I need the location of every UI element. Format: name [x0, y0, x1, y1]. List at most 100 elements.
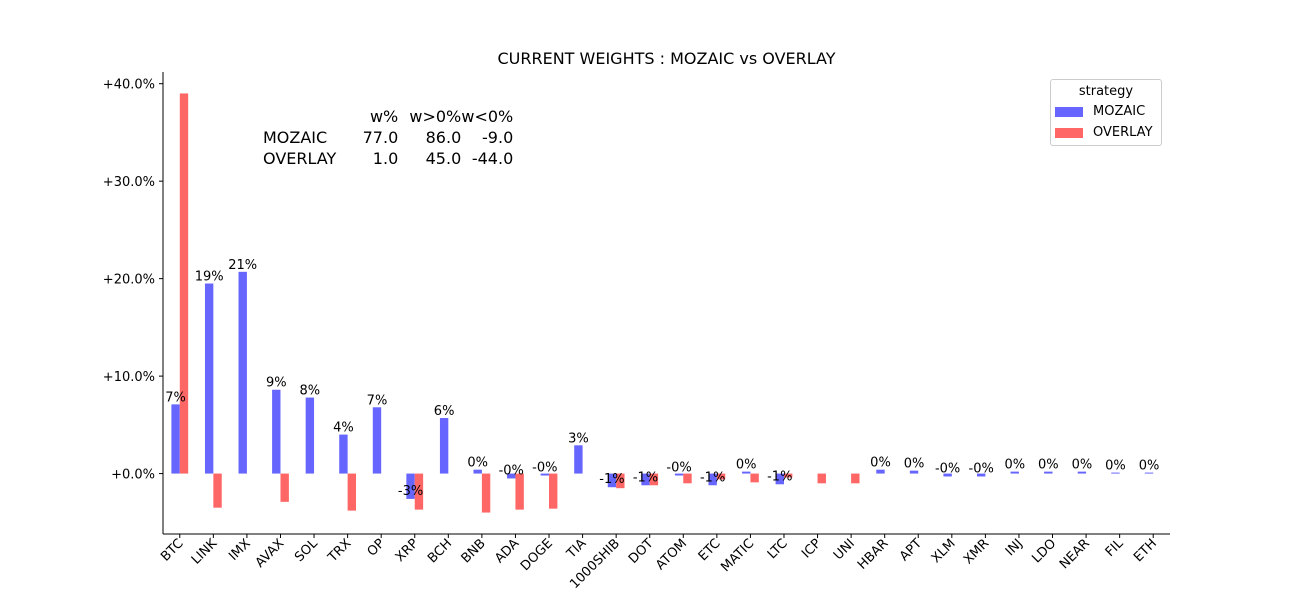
chart-title: CURRENT WEIGHTS : MOZAIC vs OVERLAY: [497, 49, 835, 68]
x-tick-label: ETC: [696, 536, 724, 564]
x-tick-label: BTC: [158, 536, 186, 564]
bar-overlay-ada: [515, 473, 524, 510]
data-label: 21%: [228, 258, 257, 273]
bar-mozaic-doge: [540, 473, 550, 476]
stats-cell: 86.0: [425, 128, 462, 147]
bar-mozaic-etc: [708, 473, 717, 486]
bar-mozaic-near: [1077, 471, 1087, 474]
bar-mozaic-btc: [171, 404, 180, 474]
stats-cell: 45.0: [425, 149, 462, 168]
bar-overlay-1000shib: [616, 473, 625, 489]
bar-overlay-link: [213, 473, 222, 508]
bar-mozaic-xlm: [943, 473, 952, 477]
bar-overlay-xrp: [414, 473, 424, 510]
data-label: 0%: [467, 456, 488, 471]
bar-mozaic-matic: [742, 471, 751, 474]
x-tick-label: SOL: [292, 536, 321, 565]
stats-col-header: w>0%: [409, 107, 462, 126]
bar-mozaic-op: [372, 407, 382, 474]
x-tick-label: BNB: [459, 536, 489, 566]
legend-title: strategy: [1078, 84, 1134, 99]
data-label: -0%: [532, 461, 557, 476]
x-tick-label: APT: [897, 536, 925, 564]
bar-mozaic-hbar: [876, 469, 885, 474]
data-label: -3%: [398, 484, 423, 499]
bar-mozaic-dot: [641, 473, 650, 486]
bar-mozaic-ldo: [1044, 471, 1053, 474]
stats-row-name: MOZAIC: [263, 128, 328, 147]
stats-cell: 77.0: [362, 128, 399, 147]
data-label: 7%: [165, 390, 186, 405]
stats-table: w% w>0% w<0% MOZAIC 77.0 86.0 -9.0 OVERL…: [263, 106, 513, 169]
x-tick-label: XLM: [929, 536, 959, 566]
x-tick-label: AVAX: [253, 536, 288, 571]
data-label: -1%: [767, 469, 792, 484]
data-label: 7%: [367, 393, 388, 408]
stats-header-row: w% w>0% w<0%: [263, 106, 513, 127]
bar-mozaic-bch: [439, 418, 449, 474]
bar-overlay-trx: [347, 473, 357, 511]
x-tick-label: TIA: [563, 536, 589, 562]
legend-label: MOZAIC: [1093, 104, 1146, 119]
legend: strategy MOZAIC OVERLAY: [1050, 79, 1162, 146]
x-tick-label: ADA: [492, 536, 522, 566]
x-tick-label: ICP: [799, 536, 824, 561]
x-tick-label: TRX: [325, 536, 355, 566]
x-tick-label: DOT: [626, 536, 657, 567]
data-label: -1%: [599, 472, 624, 487]
y-tick-label: +40.0%: [103, 78, 155, 93]
stats-row-name: OVERLAY: [263, 149, 337, 168]
stats-row: OVERLAY 1.0 45.0 -44.0: [263, 148, 513, 169]
bar-mozaic-avax: [272, 389, 281, 474]
x-tick-label: XMR: [961, 536, 992, 567]
bar-mozaic-inj: [1010, 471, 1019, 474]
data-label: 3%: [568, 431, 589, 446]
bar-mozaic-fil: [1111, 472, 1120, 474]
data-label: -0%: [499, 463, 524, 478]
legend-swatch: [1055, 127, 1083, 138]
data-label: 8%: [300, 384, 321, 399]
bar-overlay-avax: [280, 473, 289, 502]
bar-mozaic-sol: [305, 397, 315, 474]
data-label: 0%: [1139, 459, 1160, 474]
bar-mozaic-atom: [674, 473, 684, 476]
x-tick-label: LDO: [1029, 536, 1059, 566]
bar-mozaic-link: [204, 283, 214, 474]
data-label: 0%: [904, 457, 925, 472]
data-label: -0%: [969, 461, 994, 476]
x-tick-label: BCH: [425, 536, 455, 566]
data-label: 4%: [333, 421, 354, 436]
bar-mozaic-bnb: [473, 469, 482, 474]
data-label: -1%: [700, 470, 725, 485]
bar-mozaic-trx: [339, 434, 348, 474]
bar-overlay-bnb: [481, 473, 491, 513]
legend-label: OVERLAY: [1093, 125, 1153, 140]
bar-overlay-etc: [716, 473, 726, 480]
data-label: -1%: [633, 470, 658, 485]
x-tick-label: OP: [365, 536, 388, 559]
legend-item-overlay: OVERLAY: [1051, 122, 1161, 143]
data-label: 6%: [434, 404, 455, 419]
x-tick-label: INJ: [1003, 536, 1026, 559]
data-label: 0%: [1072, 458, 1093, 473]
bar-overlay-uni: [851, 473, 860, 484]
bar-mozaic-apt: [909, 470, 919, 474]
x-tick-label: MATIC: [718, 536, 757, 575]
bar-overlay-atom: [683, 473, 692, 484]
x-tick-label: DOGE: [518, 536, 556, 574]
x-tick-label: FIL: [1103, 536, 1127, 560]
x-tick-label: UNI: [831, 536, 858, 563]
stats-cell: -44.0: [471, 149, 514, 168]
data-label: 9%: [266, 376, 287, 391]
stats-row: MOZAIC 77.0 86.0 -9.0: [263, 127, 513, 148]
y-tick-label: +10.0%: [103, 370, 155, 385]
bar-mozaic-xrp: [406, 473, 415, 499]
stats-cell: 1.0: [372, 149, 399, 168]
bar-overlay-ltc: [783, 473, 793, 478]
bar-mozaic-eth: [1144, 472, 1154, 474]
x-tick-label: ATOM: [653, 536, 690, 573]
y-tick-label: +20.0%: [103, 273, 155, 288]
bar-overlay-matic: [750, 473, 759, 483]
bar-mozaic-tia: [574, 445, 583, 474]
